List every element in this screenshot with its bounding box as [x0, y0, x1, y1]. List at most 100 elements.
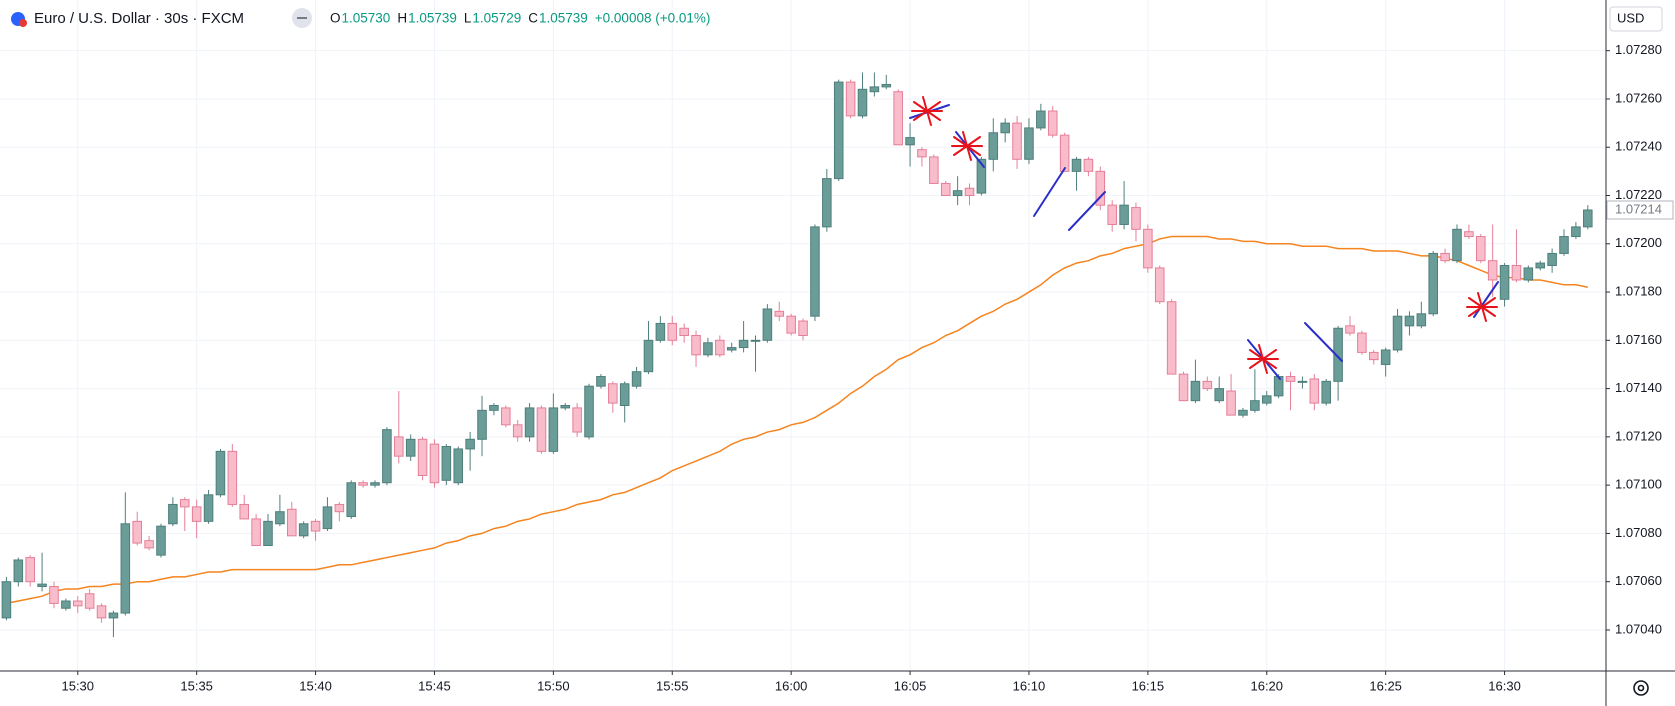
y-tick-label: 1.07120	[1615, 428, 1662, 443]
currency-button[interactable]	[1609, 6, 1663, 32]
trend-line	[955, 131, 985, 168]
last-price-box	[1606, 200, 1674, 220]
y-tick-label: 1.07260	[1615, 90, 1662, 105]
candle-body	[1202, 380, 1213, 390]
moving-average	[6, 235, 1588, 605]
candle-body	[108, 612, 119, 619]
candle-body	[703, 342, 713, 356]
symbol-title: Euro / U.S. Dollar · 30s · FXCM	[34, 10, 244, 27]
candle-body	[1071, 158, 1082, 172]
candle-body	[120, 523, 131, 614]
ohlc-label: C	[528, 11, 538, 26]
candle-body	[489, 404, 499, 411]
candle-body	[762, 308, 773, 341]
candle-body	[822, 178, 832, 228]
candle-body	[631, 371, 642, 387]
ma-line	[6, 235, 1588, 605]
header: Euro / U.S. Dollar · 30s · FXCM O 1.05730…	[11, 8, 710, 28]
candle-body	[1238, 409, 1248, 416]
candle-body	[465, 438, 475, 450]
candle-body	[322, 506, 333, 530]
candle-body	[1321, 380, 1331, 404]
x-tick-label: 15:35	[180, 678, 213, 693]
candle-body	[643, 339, 654, 373]
candle-body	[1095, 170, 1106, 206]
change: +0.00008 (+0.01%)	[595, 11, 711, 26]
x-tick-label: 16:05	[894, 678, 927, 693]
candle-body	[1404, 315, 1415, 327]
star-marker	[1247, 344, 1279, 374]
candle-body	[952, 190, 963, 197]
candle-body	[679, 327, 689, 337]
candle-body	[239, 503, 250, 520]
candle-body	[1, 581, 12, 619]
candle-body	[1523, 267, 1534, 281]
candle-body	[1392, 315, 1403, 351]
candle-body	[477, 409, 487, 440]
trend-line	[1304, 322, 1343, 362]
candle-body	[72, 600, 83, 607]
candle-body	[1583, 209, 1593, 228]
candle-body	[655, 322, 666, 341]
x-tick-label: 15:45	[418, 678, 451, 693]
x-tick-label: 16:30	[1488, 678, 1521, 693]
candle-body	[1250, 400, 1260, 411]
settings-icon[interactable]	[1633, 680, 1649, 696]
candle-body	[964, 187, 975, 197]
y-tick-label: 1.07140	[1615, 380, 1662, 395]
candle-body	[1000, 122, 1010, 134]
trend-line	[1068, 191, 1106, 231]
x-tick-label: 15:40	[299, 678, 332, 693]
ohlc-value: 1.05729	[472, 11, 521, 26]
candle-body	[1535, 262, 1546, 269]
candle-body	[798, 320, 808, 336]
candle-body	[845, 81, 856, 117]
candle-body	[334, 503, 345, 513]
candle-body	[619, 383, 630, 406]
candle-body	[929, 156, 939, 184]
candle-body	[417, 438, 428, 476]
price-axis-bg	[1606, 0, 1675, 706]
candle-body	[738, 339, 749, 349]
candle-body	[905, 137, 915, 146]
x-tick-label: 15:55	[656, 678, 689, 693]
x-tick-label: 16:20	[1250, 678, 1283, 693]
y-tick-label: 1.07240	[1615, 139, 1662, 154]
candle-body	[168, 503, 178, 525]
candle-body	[988, 132, 999, 160]
y-tick-label: 1.07080	[1615, 525, 1662, 540]
candle-body	[1464, 231, 1474, 238]
candle-body	[572, 407, 582, 433]
candle-body	[298, 523, 309, 537]
candle-body	[1416, 313, 1427, 327]
candle-body	[156, 525, 166, 556]
ohlc-value: 1.05739	[539, 11, 588, 26]
candle-body	[287, 508, 297, 537]
candle-body	[1214, 388, 1224, 402]
candle-body	[1452, 228, 1462, 262]
candle-body	[726, 347, 737, 351]
x-tick-label: 16:10	[1013, 678, 1046, 693]
last-price-label: 1.07214	[1615, 201, 1662, 216]
y-tick-label: 1.07040	[1615, 621, 1662, 636]
candle-body	[1511, 265, 1522, 281]
x-tick-label: 15:30	[61, 678, 94, 693]
drawings	[909, 96, 1499, 380]
candle-body	[37, 583, 47, 588]
candle-body	[370, 482, 380, 486]
ohlc-legend: O 1.05730 H 1.05739 L 1.05729 C 1.05739 +0.00008…	[330, 11, 710, 26]
ohlc-label: H	[397, 11, 407, 26]
y-tick-label: 1.07060	[1615, 573, 1662, 588]
candle-body	[940, 182, 951, 197]
candle-body	[1440, 252, 1450, 262]
candle-body	[667, 322, 678, 341]
candle-body	[179, 499, 190, 508]
trend-line	[1473, 281, 1499, 318]
candle-body	[560, 404, 571, 409]
candle-body	[524, 407, 535, 438]
candle-body	[203, 494, 214, 522]
candle-body	[1190, 380, 1201, 402]
candle-body	[405, 438, 416, 457]
candle-body	[251, 518, 261, 546]
